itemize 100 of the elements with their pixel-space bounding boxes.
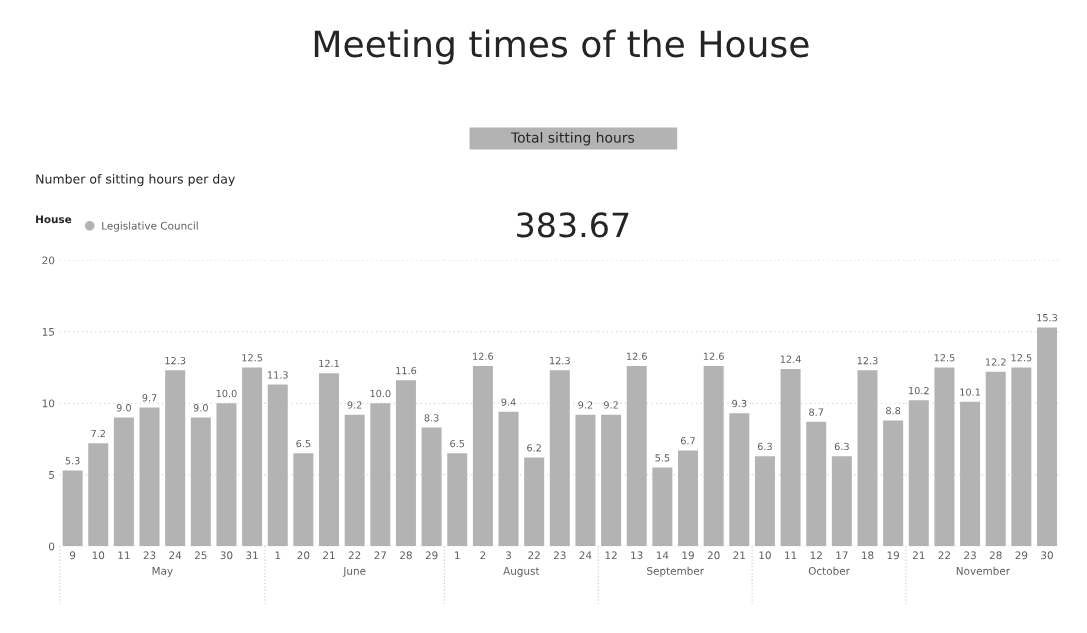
text: Meeting times of the House [314,29,809,65]
x-tick-label: 30 [220,551,233,560]
y-tick-label: 10 [42,399,55,408]
bar [113,417,134,547]
bar [652,467,673,547]
data-label: 8.3 [424,414,439,422]
bar [472,366,493,547]
bar [498,411,519,547]
bar [806,421,827,547]
data-label: 12.6 [703,352,724,360]
x-tick-label: 14 [656,551,669,560]
x-tick-label: 31 [246,551,258,560]
chart-title: Number of sitting hours per day [36,174,235,187]
bar [267,384,288,547]
data-label: 9.3 [732,399,747,408]
data-label: 12.5 [1011,354,1032,362]
bar [729,413,750,547]
x-tick-label: 2 [480,551,486,560]
data-label: 9.2 [578,401,593,409]
y-tick-label: 5 [49,471,55,479]
bar [216,403,237,547]
data-label: 11.3 [267,371,288,379]
bar [421,427,442,547]
y-tick-label: 0 [48,542,55,551]
bar [908,400,929,547]
data-label: 10.1 [960,388,980,396]
data-label: 12.4 [780,355,801,363]
x-axis-title: October [808,566,850,575]
x-tick-label: 12 [605,551,617,560]
data-label: 12.5 [242,354,263,362]
x-tick-label: 21 [733,551,745,560]
data-label: 6.5 [450,439,465,448]
x-tick-label: 22 [528,551,540,560]
x-tick-label: 22 [938,551,951,560]
x-tick-label: 19 [887,551,900,560]
x-tick-label: 10 [759,551,771,560]
x-tick-label: 10 [92,551,105,560]
x-tick-label: 28 [400,551,412,560]
data-label: 9.0 [193,404,208,412]
bar [678,450,699,547]
data-label: 12.5 [934,354,955,362]
data-label: 10.2 [909,386,929,395]
x-axis-title: November [956,566,1010,575]
bar [780,368,801,547]
data-label: 8.7 [809,408,824,416]
x-tick-label: 1 [275,551,281,560]
bar [626,366,647,547]
bar [319,373,340,547]
data-label: 7.2 [91,429,106,438]
x-tick-label: 30 [1041,551,1053,560]
y-tick-label: 20 [42,256,55,265]
y-tick-label: 15 [42,328,55,336]
bar [370,403,391,547]
bar [960,401,981,547]
data-label: 9.4 [501,398,516,406]
data-label: 8.8 [886,406,901,415]
data-label: 6.5 [296,439,311,448]
bar [1011,367,1032,547]
data-label: 12.6 [473,352,494,360]
data-label: 6.3 [834,442,849,451]
x-tick-label: 22 [348,551,361,560]
x-tick-label: 21 [912,551,925,560]
bar [524,457,545,547]
data-label: 9.0 [116,404,131,412]
x-tick-label: 3 [506,551,511,560]
bar [934,367,955,547]
data-label: 12.6 [626,352,647,360]
data-label: 12.3 [165,356,186,365]
x-tick-label: 21 [323,551,335,560]
data-label: 12.3 [857,356,878,365]
bar [985,371,1006,547]
x-tick-label: 24 [169,551,182,560]
x-tick-label: 9 [69,551,76,560]
bar [293,453,314,547]
x-tick-label: 18 [862,551,874,560]
data-label: 9.2 [347,401,362,409]
x-tick-label: 29 [1015,551,1028,560]
x-axis-title: May [152,567,173,577]
bar [62,470,83,547]
data-label: 11.6 [396,366,417,375]
x-tick-label: 1 [455,551,460,560]
bar [601,414,622,547]
x-tick-label: 13 [631,551,643,560]
bar [1037,327,1057,547]
bar [831,456,852,547]
x-tick-label: 19 [682,551,694,560]
bar [703,366,724,547]
bar [857,370,878,547]
data-label: 6.2 [527,444,541,452]
data-label: 6.7 [680,437,695,445]
data-label: 15.3 [1037,314,1058,322]
bar [754,456,775,547]
bar [447,453,468,547]
bar [549,370,570,547]
x-tick-label: 24 [579,551,592,560]
x-axis-title: September [647,566,704,577]
x-tick-label: 12 [810,551,822,560]
x-tick-label: 29 [425,551,438,560]
x-axis-title: June [342,567,366,577]
legend-title: House [36,215,72,224]
